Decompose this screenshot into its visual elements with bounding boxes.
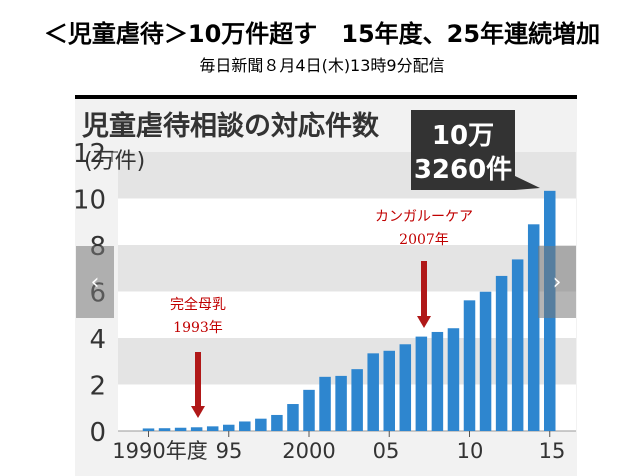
x-tick-label: 2000 [282,439,335,463]
grid-band [118,198,576,245]
bar-2004 [367,353,379,431]
annotation-arrow-head [191,406,205,418]
bar-2002 [335,375,347,431]
bar-2003 [351,369,363,431]
bar-2011 [479,291,492,431]
unit-label: (万件) [84,149,146,174]
annotation-arrow-shaft [421,261,427,318]
bar-2000 [303,389,315,431]
annotation-arrow-head [417,316,431,328]
bar-2013 [511,259,524,431]
x-tick-label: 15 [539,439,566,463]
annotation-label: カンガルーケア [375,209,473,225]
callout-line2: 3260件 [414,155,512,185]
chart-title: 児童虐待相談の対応件数 [82,111,379,142]
y-tick-label: 0 [89,418,106,448]
bar-1994 [206,426,219,431]
bar-1992 [174,427,187,431]
y-tick-label: 2 [89,372,106,402]
bar-2006 [399,344,412,431]
headline: ＜児童虐待＞10万件超す 15年度、25年連続増加 [43,20,601,48]
bar-1998 [271,414,283,431]
callout: 10万 3260件 [411,110,540,190]
bar-2014 [527,224,540,431]
y-tick-label: 10 [73,186,106,216]
bar-1990 [142,428,155,431]
annotation-year: 1993年 [173,320,223,336]
y-tick-label: 4 [89,325,106,355]
x-tick-label: 10 [457,439,484,463]
bar-1996 [239,421,251,431]
prev-arrow-button[interactable]: ‹ [76,246,114,318]
y-axis-bracket [111,151,118,162]
bar-2010 [463,300,476,431]
x-axis-ticks: 1990年度 95 2000 05 10 15 [112,431,565,463]
bar-1991 [158,428,171,431]
callout-line1: 10万 [432,121,494,151]
annotations: 完全母乳 1993年 カンガルーケア 2007年 [170,209,473,418]
callout-box [411,110,515,190]
bar-2012 [495,275,508,431]
bar-1993 [190,427,203,431]
bar-2008 [431,331,444,431]
bar-2005 [383,350,395,431]
bar-1997 [255,418,267,431]
bar-1999 [287,404,299,431]
x-tick-label: 05 [373,439,400,463]
x-tick-label: 1990年度 [112,439,207,463]
annotation-year: 2007年 [399,232,449,248]
callout-pointer [515,176,540,190]
bar-2009 [447,328,460,431]
x-tick-label: 95 [216,439,243,463]
bar-1995 [223,424,235,431]
source-line: 毎日新聞８月4日(木)13時9分配信 [199,56,445,75]
annotation-label: 完全母乳 [170,296,226,313]
bar-2001 [319,376,331,431]
y-tick-label: 12 [73,139,106,169]
next-arrow-button[interactable]: › [538,246,576,318]
bar-2007 [415,336,428,431]
annotation-arrow-shaft [195,352,201,408]
